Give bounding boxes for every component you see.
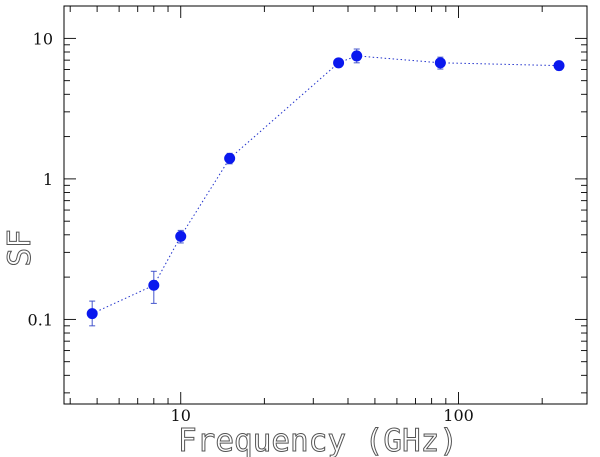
data-points [86,50,565,320]
x-tick-label: 100 [443,406,474,425]
y-tick-label: 10 [33,29,53,48]
data-point [224,152,236,164]
data-point [333,57,345,69]
data-point [553,60,565,72]
data-point [351,50,363,62]
data-point [434,57,446,69]
series-line [91,55,560,315]
data-point [86,308,98,320]
y-tick-label: 0.1 [28,310,53,329]
data-point [148,279,160,291]
tick-labels: 10 100 0.1 1 10 [28,29,474,425]
x-tick-label: 10 [171,406,191,425]
error-bars [89,48,563,327]
axis-ticks [64,6,587,404]
y-tick-label: 1 [43,170,53,189]
y-axis-label: SF [2,229,38,266]
plot-frame [63,5,588,405]
data-point [175,230,187,242]
x-axis-label: Frequency (GHz) [178,423,458,457]
